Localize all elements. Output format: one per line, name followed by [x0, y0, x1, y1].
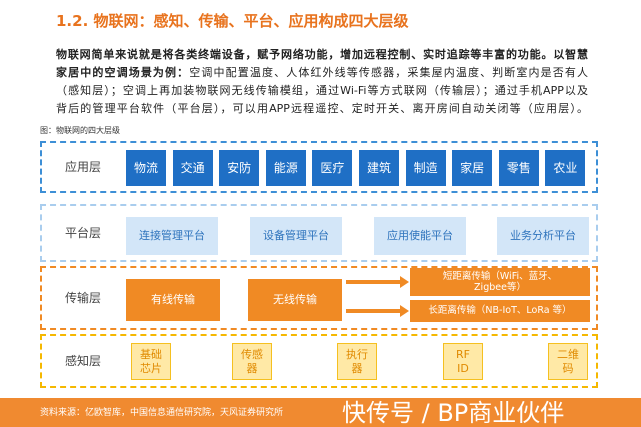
box-text: 执行 — [346, 348, 368, 362]
transport-item: 无线传输 — [248, 279, 342, 321]
box-text: 二维 — [557, 348, 579, 362]
box-text: 应用使能平台 — [387, 229, 453, 243]
transport-branch: 长距离传输（NB-IoT、LoRa 等） — [410, 300, 590, 322]
arrow-head — [400, 305, 409, 317]
sense-item: 二维码 — [548, 343, 588, 380]
figure-caption: 图：物联网的四大层级 — [40, 126, 120, 135]
box-text: 连接管理平台 — [139, 229, 205, 243]
transport-branch: 短距离传输（WiFi、蓝牙、 Zigbee等） — [410, 268, 590, 296]
box-text: 安防 — [227, 160, 252, 175]
paragraph-text: 家居中的空调场景为例： — [56, 66, 190, 79]
transport-item: 有线传输 — [126, 279, 220, 321]
box-text: 基础 — [140, 348, 162, 362]
layer-frame — [40, 334, 598, 388]
box-text: 无线传输 — [273, 293, 317, 307]
app-item: 物流 — [126, 150, 166, 186]
title: 1.2. 物联网：感知、传输、平台、应用构成四大层级 — [56, 12, 409, 30]
box-text: 长距离传输（NB-IoT、LoRa 等） — [428, 305, 572, 317]
paragraph-line: 物联网简单来说就是将各类终端设备，赋予网络功能，增加远程控制、实时追踪等丰富的功… — [56, 46, 588, 62]
app-item: 建筑 — [359, 150, 399, 186]
paragraph-text: 物联网简单来说就是将各类终端设备，赋予网络功能，增加远程控制、实时追踪等丰富的功… — [56, 48, 588, 61]
arrow — [346, 280, 402, 284]
box-text: 制造 — [413, 160, 438, 175]
box-text: 芯片 — [140, 361, 162, 375]
layer-frame — [40, 266, 598, 330]
layer-label: 平台层 — [64, 225, 101, 240]
box-text: 器 — [246, 361, 258, 375]
app-item: 制造 — [405, 150, 446, 186]
platform-item: 连接管理平台 — [126, 217, 218, 255]
layer-label: 感知层 — [64, 353, 101, 368]
box-text: 业务分析平台 — [510, 229, 576, 243]
app-item: 家居 — [452, 150, 493, 186]
box-text: ID — [457, 361, 469, 375]
sense-item: 基础 芯片 — [131, 343, 171, 380]
box-text: 码 — [562, 361, 574, 375]
layer-frame — [40, 204, 598, 262]
box-text: 设备管理平台 — [263, 229, 329, 243]
app-item: 农业 — [545, 150, 586, 186]
app-item: 交通 — [172, 150, 213, 186]
box-text: RF — [456, 348, 470, 362]
box-text: 能源 — [273, 160, 298, 175]
box-text: 器 — [351, 361, 363, 375]
watermark: 快传号 / BP商业伙伴 — [342, 399, 565, 427]
paragraph-line: 家居中的空调场景为例：空调中配置温度、人体红外线等传感器，采集屋内温度、判断室内… — [56, 64, 588, 80]
arrow — [346, 309, 402, 313]
sense-item: 执行器 — [337, 343, 377, 380]
box-text: 家居 — [460, 160, 485, 175]
platform-item: 设备管理平台 — [250, 217, 342, 255]
layer-label: 应用层 — [64, 159, 101, 174]
sense-item: RF ID — [443, 343, 483, 380]
app-item: 医疗 — [312, 150, 353, 186]
platform-item: 业务分析平台 — [497, 217, 589, 255]
app-item: 能源 — [265, 150, 306, 186]
layer-frame — [40, 141, 598, 193]
box-text: 医疗 — [320, 160, 345, 175]
paragraph-line: （感知层）；空调上再加装物联网无线传输模组，通过Wi-Fi等方式联网（传输层）；… — [56, 82, 588, 98]
footer-bar — [0, 398, 641, 427]
paragraph-text: 空调中配置温度、人体红外线等传感器，采集屋内温度、判断室内是否有人 — [189, 66, 588, 79]
box-text: 建筑 — [366, 160, 391, 175]
app-item: 零售 — [498, 150, 539, 186]
arrow-head — [400, 276, 409, 288]
source: 资料来源：亿欧智库，中国信息通信研究院，天风证券研究所 — [40, 408, 284, 418]
box-text: 农业 — [553, 160, 578, 175]
paragraph-text: （感知层）；空调上再加装物联网无线传输模组，通过Wi-Fi等方式联网（传输层）；… — [56, 84, 588, 97]
box-text: 物流 — [133, 160, 158, 175]
box-text: 零售 — [506, 160, 531, 175]
box-text: 短距离传输（WiFi、蓝牙、 — [442, 270, 558, 282]
box-text: 传感 — [241, 348, 263, 362]
paragraph-text: 背后的管理平台软件（平台层），可以用APP远程遥控、定时开关、离开房间自动关闭等… — [56, 102, 588, 115]
box-text: Zigbee等） — [474, 282, 526, 293]
app-item: 安防 — [219, 150, 260, 186]
box-text: 有线传输 — [151, 293, 195, 307]
sense-item: 传感器 — [232, 343, 272, 380]
paragraph-line: 背后的管理平台软件（平台层），可以用APP远程遥控、定时开关、离开房间自动关闭等… — [56, 100, 588, 116]
layer-label: 传输层 — [64, 290, 101, 305]
platform-item: 应用使能平台 — [374, 217, 466, 255]
box-text: 交通 — [180, 160, 205, 175]
